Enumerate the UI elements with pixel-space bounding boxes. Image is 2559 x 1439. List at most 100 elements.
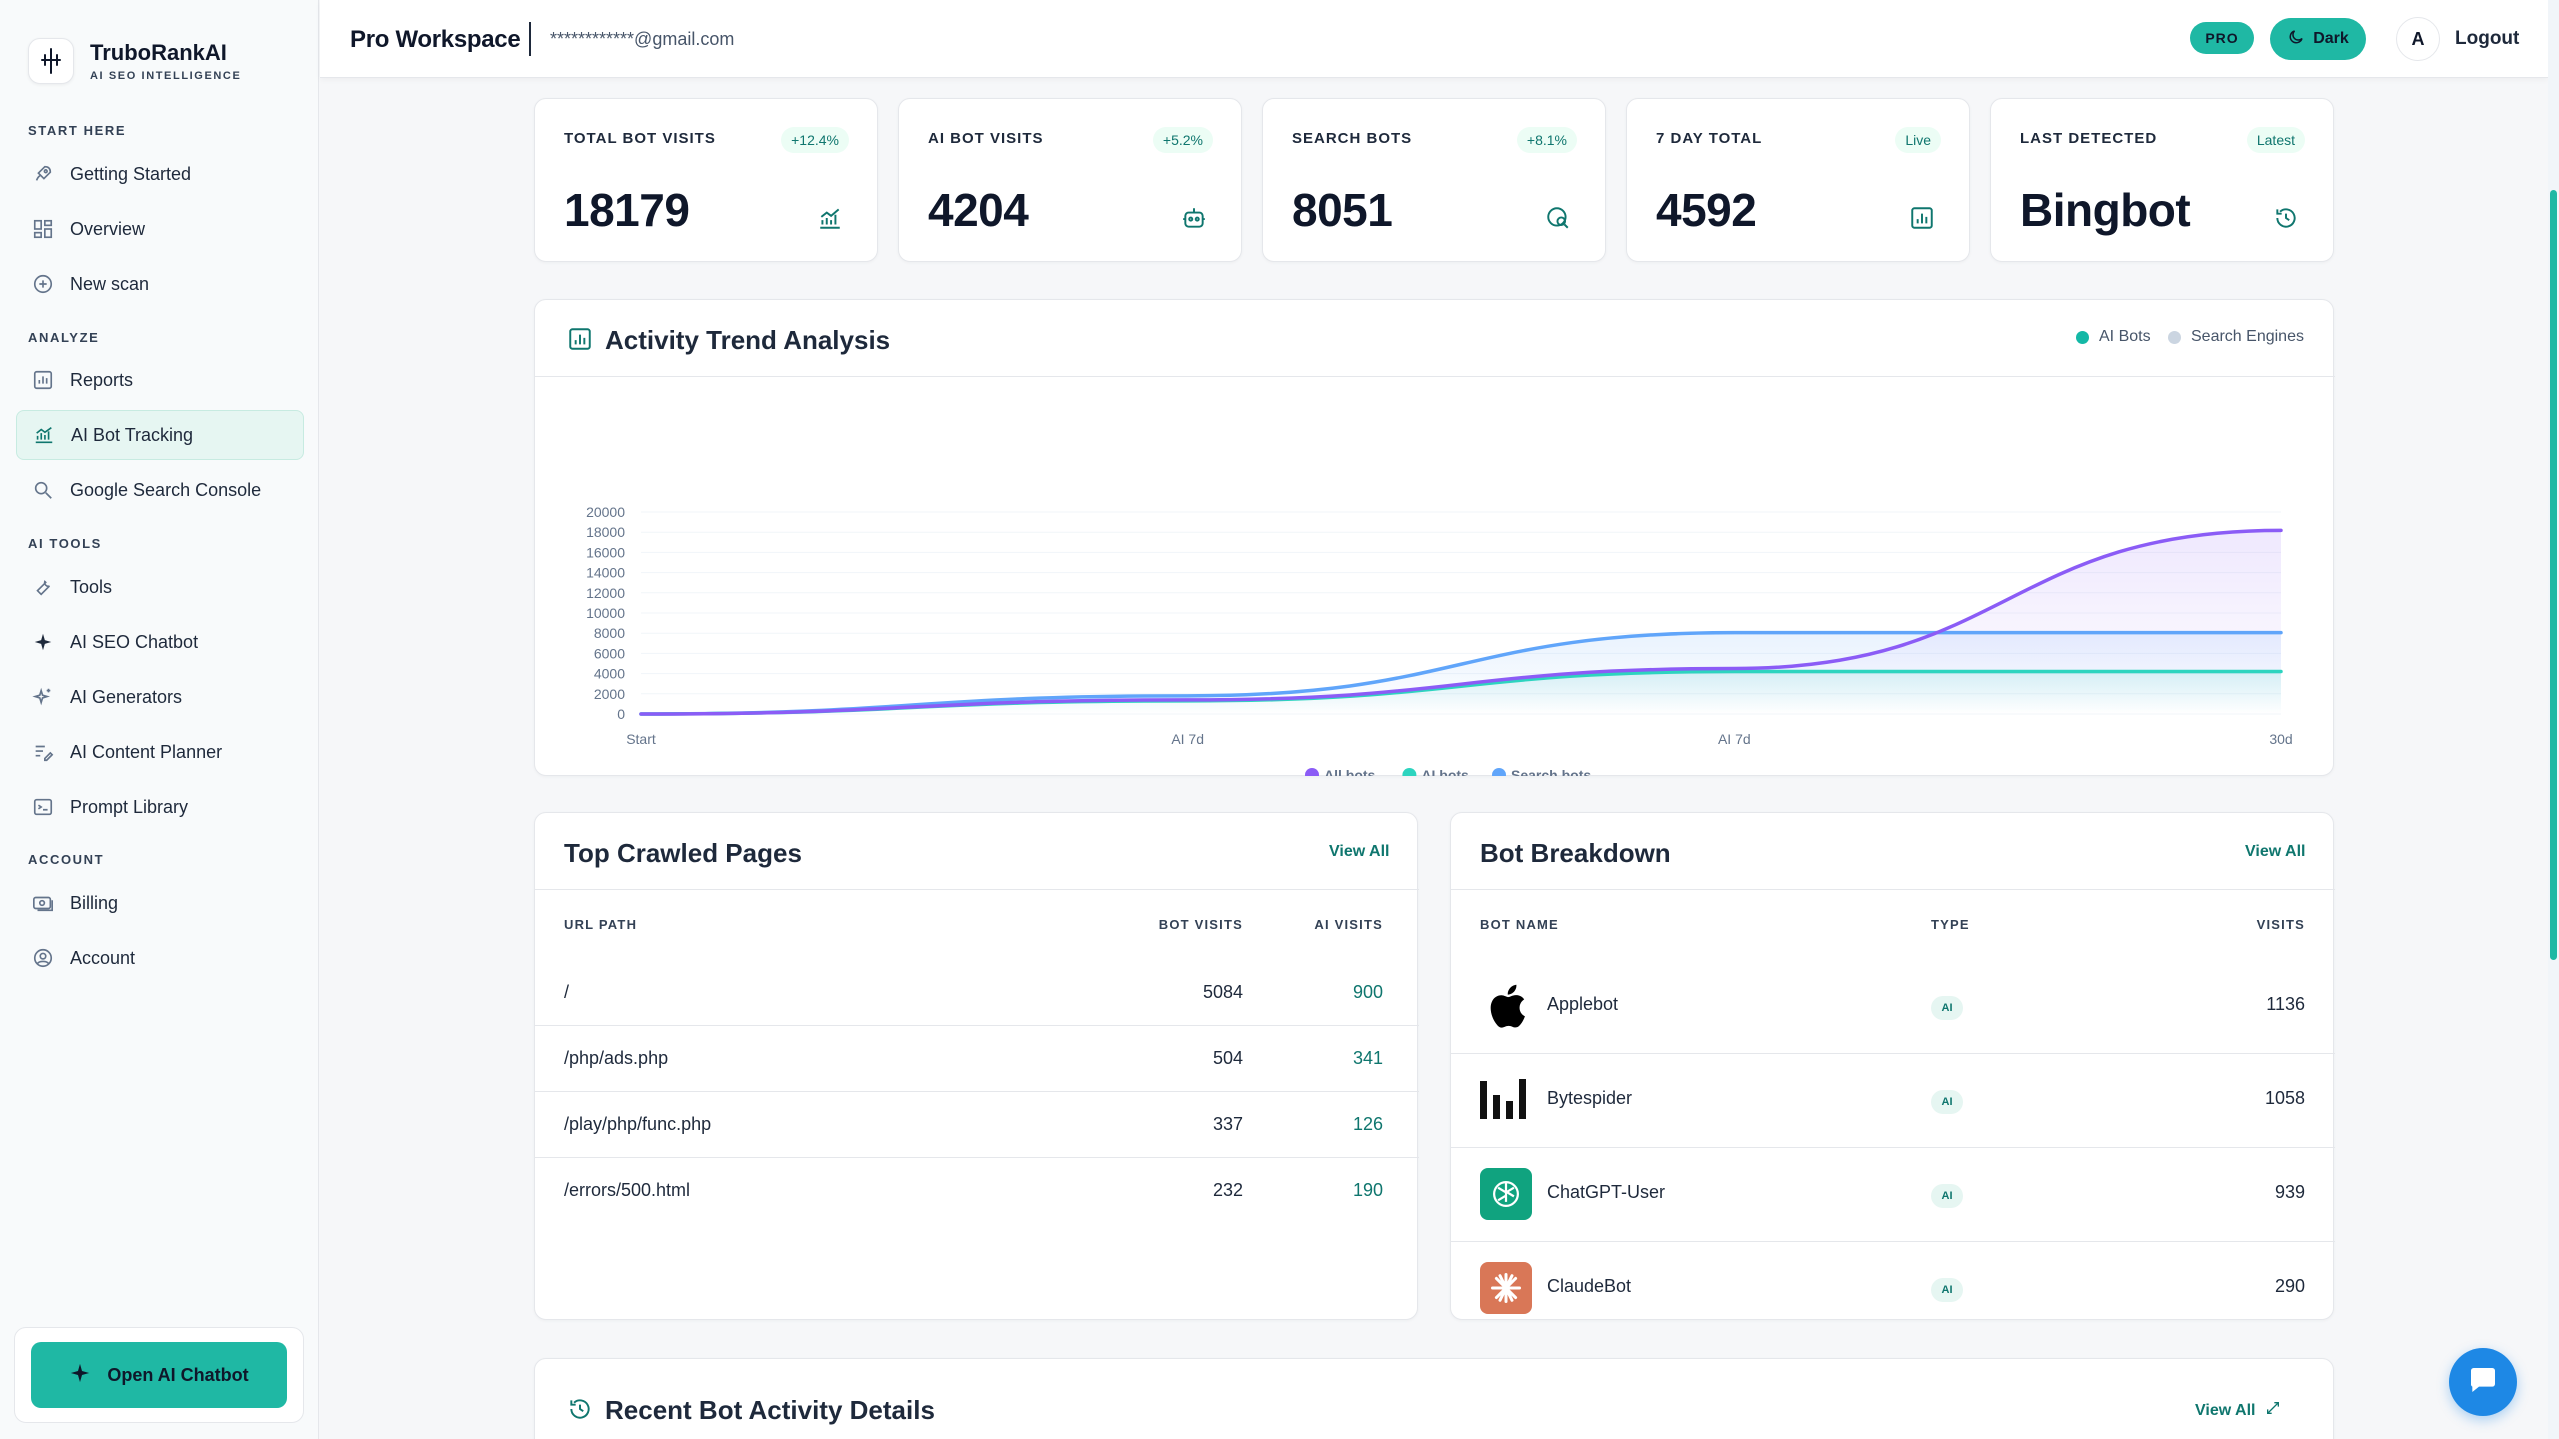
stat-badge: +5.2% — [1152, 127, 1213, 153]
sidebar-item-ai-generators[interactable]: AI Generators — [16, 672, 304, 722]
open-ai-chatbot-button[interactable]: Open AI Chatbot — [31, 1342, 287, 1408]
stat-label: AI BOT VISITS — [928, 130, 1044, 147]
sidebar-item-overview[interactable]: Overview — [16, 204, 304, 254]
table-row[interactable]: ClaudeBot AI 290 — [1451, 1242, 2335, 1320]
grid-icon — [30, 216, 56, 242]
activity-trend-card: Activity Trend Analysis AI Bots Search E… — [534, 299, 2335, 776]
sparkle-icon — [30, 629, 56, 655]
legend-label: AI Bots — [2099, 328, 2151, 345]
chart-title-icon — [567, 326, 593, 357]
section-account: ACCOUNT — [28, 852, 105, 867]
stat-badge: Live — [1895, 127, 1941, 153]
rocket-icon — [30, 161, 56, 187]
sidebar-item-label: Account — [70, 947, 136, 968]
bar-chart-icon — [30, 367, 56, 393]
table-row[interactable]: /php/ads.php 504 341 — [535, 1026, 1419, 1092]
bot-name: ChatGPT-User — [1547, 1182, 1666, 1202]
sidebar-item-prompt-library[interactable]: Prompt Library — [16, 782, 304, 832]
legend-dot — [1305, 768, 1319, 776]
sidebar-item-label: AI Generators — [70, 686, 183, 707]
sidebar-item-ai-seo-chatbot[interactable]: AI SEO Chatbot — [16, 617, 304, 667]
ai-visits: 126 — [1352, 1114, 1383, 1134]
stat-value: 18179 — [564, 184, 690, 236]
chat-bubble-icon — [2466, 1364, 2500, 1401]
scrollbar-thumb[interactable] — [2550, 190, 2557, 960]
th-bot-visits[interactable]: BOT VISITS — [1158, 917, 1243, 932]
apple-icon — [1480, 980, 1532, 1032]
sidebar-item-new-scan[interactable]: New scan — [16, 259, 304, 309]
stat-badge: +8.1% — [1516, 127, 1577, 153]
th-type[interactable]: TYPE — [1931, 917, 1970, 932]
section-analyze: ANALYZE — [28, 330, 100, 345]
pro-badge: PRO — [2190, 22, 2254, 54]
th-ai-visits[interactable]: AI VISITS — [1314, 917, 1383, 932]
moon-icon — [2287, 28, 2305, 51]
sidebar-item-ai-content-planner[interactable]: AI Content Planner — [16, 727, 304, 777]
stat-label: TOTAL BOT VISITS — [564, 130, 716, 147]
crawled-view-all-link[interactable]: View All — [1329, 843, 1390, 860]
legend-label: All bots — [1324, 767, 1376, 776]
table-row[interactable]: ChatGPT-User AI 939 — [1451, 1148, 2335, 1242]
chatbot-panel: Open AI Chatbot — [14, 1327, 304, 1423]
y-tick-label: 6000 — [594, 645, 625, 661]
dark-mode-button[interactable]: Dark — [2270, 18, 2366, 60]
y-tick-label: 16000 — [586, 544, 625, 560]
recent-activity-title: Recent Bot Activity Details — [605, 1395, 935, 1425]
sidebar-item-label: Getting Started — [70, 163, 192, 184]
ai-visits: 190 — [1352, 1180, 1383, 1200]
search-globe-icon — [1545, 205, 1571, 236]
recent-activity-card: Recent Bot Activity Details View All — [534, 1358, 2334, 1439]
breakdown-view-all-link[interactable]: View All — [2245, 843, 2306, 860]
sidebar: TruboRankAI AI SEO INTELLIGENCE START HE… — [0, 0, 319, 1439]
th-bot-name[interactable]: BOT NAME — [1480, 917, 1559, 932]
bot-breakdown-title: Bot Breakdown — [1480, 838, 1671, 868]
y-tick-label: 10000 — [586, 605, 625, 621]
table-row[interactable]: Applebot AI 1136 — [1451, 960, 2335, 1054]
sidebar-item-account[interactable]: Account — [16, 933, 304, 983]
x-tick-label: AI 7d — [1171, 731, 1204, 747]
sidebar-item-label: Billing — [70, 892, 119, 913]
recent-view-all-link[interactable]: View All — [2195, 1400, 2281, 1421]
brand[interactable]: TruboRankAI AI SEO INTELLIGENCE — [28, 38, 241, 84]
user-circle-icon — [30, 945, 56, 971]
stat-card-total-bot-visits: TOTAL BOT VISITS +12.4% 18179 — [534, 98, 878, 262]
openai-icon — [1480, 1168, 1532, 1220]
bot-visits: 232 — [1212, 1180, 1243, 1200]
sidebar-item-google-search-console[interactable]: Google Search Console — [16, 465, 304, 515]
chat-support-button[interactable] — [2449, 1348, 2517, 1416]
top-header: Pro Workspace ************@gmail.com PRO… — [320, 0, 2548, 78]
brand-subtitle: AI SEO INTELLIGENCE — [90, 70, 242, 82]
bot-type-badge: AI — [1931, 1278, 1963, 1302]
y-tick-label: 14000 — [586, 565, 625, 581]
sidebar-item-label: Google Search Console — [70, 479, 262, 500]
bot-type-badge: AI — [1931, 1184, 1963, 1208]
th-visits[interactable]: VISITS — [2256, 917, 2305, 932]
table-row[interactable]: Bytespider AI 1058 — [1451, 1054, 2335, 1148]
sidebar-item-ai-bot-tracking[interactable]: AI Bot Tracking — [16, 410, 304, 460]
y-tick-label: 0 — [617, 706, 625, 722]
dark-mode-label: Dark — [2313, 30, 2349, 47]
history-icon — [567, 1396, 593, 1427]
sidebar-item-tools[interactable]: Tools — [16, 562, 304, 612]
legend-dot — [2168, 330, 2181, 344]
legend-search-engines[interactable]: Search Engines — [2168, 328, 2304, 346]
avatar[interactable]: A — [2396, 17, 2440, 61]
sidebar-item-billing[interactable]: Billing — [16, 878, 304, 928]
stat-card-search-bots: SEARCH BOTS +8.1% 8051 — [1262, 98, 1606, 262]
sidebar-item-reports[interactable]: Reports — [16, 355, 304, 405]
table-row[interactable]: / 5084 900 — [535, 960, 1419, 1026]
sidebar-item-getting-started[interactable]: Getting Started — [16, 149, 304, 199]
sidebar-item-label: AI Bot Tracking — [71, 424, 194, 445]
sparkle-icon — [69, 1362, 91, 1389]
legend-label: Search Engines — [2191, 328, 2304, 345]
legend-ai-bots[interactable]: AI Bots — [2076, 328, 2151, 346]
table-row[interactable]: /errors/500.html 232 190 — [535, 1158, 1419, 1224]
expand-icon — [2265, 1400, 2281, 1421]
logout-button[interactable]: Logout — [2455, 28, 2520, 49]
trend-chart-icon — [31, 422, 57, 448]
y-tick-label: 2000 — [594, 686, 625, 702]
table-row[interactable]: /play/php/func.php 337 126 — [535, 1092, 1419, 1158]
bot-visits: 939 — [2274, 1182, 2305, 1202]
th-url-path[interactable]: URL PATH — [564, 917, 638, 932]
legend-label: Search bots — [1511, 767, 1591, 776]
